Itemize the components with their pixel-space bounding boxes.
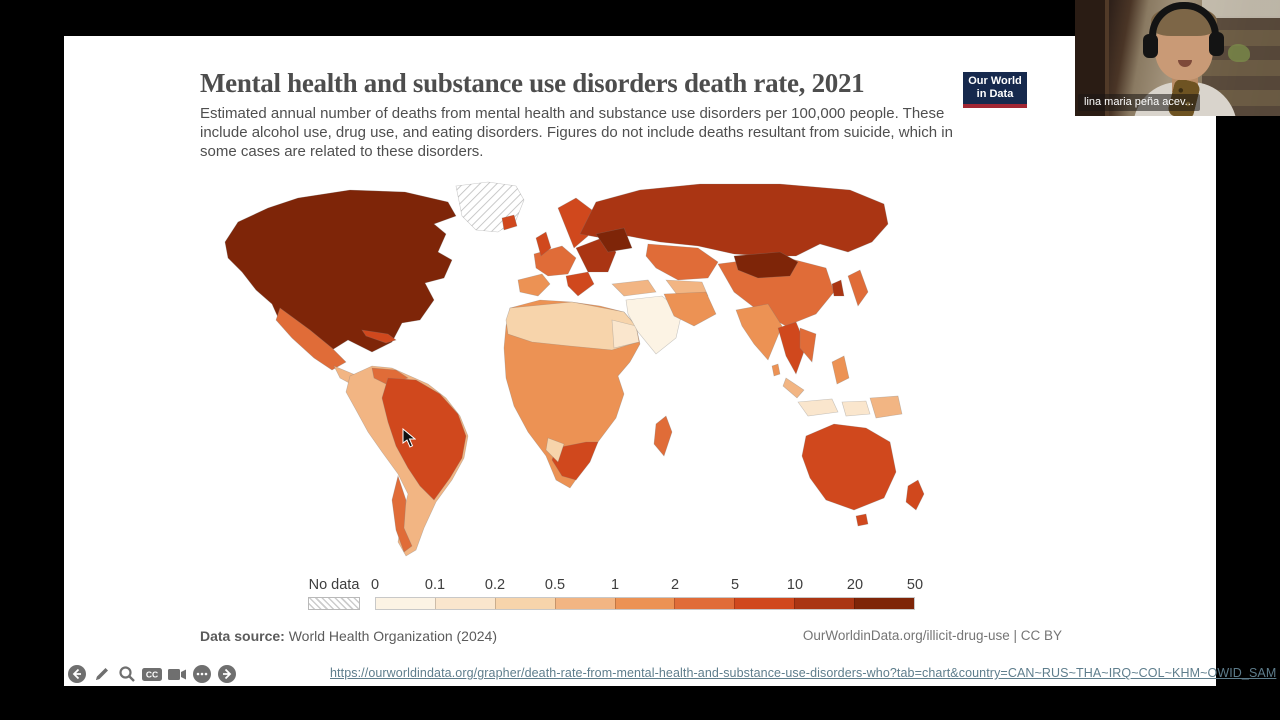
grapher-url-link[interactable]: https://ourworldindata.org/grapher/death… <box>330 666 1277 680</box>
legend-tick: 0.1 <box>424 577 446 593</box>
region-north-africa[interactable] <box>505 301 639 351</box>
camera-icon[interactable] <box>166 663 188 685</box>
region-iran[interactable] <box>663 291 717 327</box>
data-source: Data source: World Health Organization (… <box>200 628 497 644</box>
region-caribbean[interactable] <box>361 329 397 344</box>
region-iceland[interactable] <box>501 214 518 231</box>
legend-segment <box>434 598 495 609</box>
legend-tick: 0 <box>370 577 380 593</box>
region-papua-new-guinea[interactable] <box>869 395 903 419</box>
legend-tick: 5 <box>730 577 740 593</box>
svg-text:CC: CC <box>146 670 158 680</box>
region-north-america[interactable] <box>224 189 457 353</box>
footer-credit: OurWorldinData.org/illicit-drug-use | CC… <box>802 628 1062 643</box>
legend-tick: 0.2 <box>484 577 506 593</box>
shared-screen-panel: Mental health and substance use disorder… <box>64 36 1276 686</box>
region-japan[interactable] <box>847 269 869 307</box>
data-source-text: World Health Organization (2024) <box>284 628 497 644</box>
region-south-korea[interactable] <box>831 279 845 297</box>
region-chile[interactable] <box>391 474 413 553</box>
region-india[interactable] <box>735 303 783 361</box>
back-icon[interactable] <box>66 663 88 685</box>
region-sri-lanka[interactable] <box>771 363 781 377</box>
chart-subtitle: Estimated annual number of deaths from m… <box>200 105 953 161</box>
region-vietnam[interactable] <box>799 327 817 363</box>
closed-captions-icon[interactable]: CC <box>141 663 163 685</box>
region-indonesia-east[interactable] <box>841 400 871 417</box>
headphones-left-cup <box>1143 34 1158 58</box>
owid-logo-line1: Our World <box>968 75 1022 88</box>
participant-name-label: lina maria peña acev... <box>1078 94 1200 111</box>
region-new-zealand[interactable] <box>905 479 925 511</box>
legend-tick: 2 <box>670 577 680 593</box>
region-southern-africa[interactable] <box>551 441 599 481</box>
legend-segment <box>854 598 915 609</box>
region-philippines[interactable] <box>831 355 850 385</box>
region-malaysia[interactable] <box>782 377 805 399</box>
webcam-tile[interactable]: lina maria peña acev... <box>1075 0 1280 116</box>
region-central-asia[interactable] <box>665 279 709 297</box>
world-map-svg[interactable] <box>220 180 965 560</box>
legend-segment <box>376 598 435 609</box>
region-myanmar-thailand[interactable] <box>777 321 807 375</box>
legend-segment <box>494 598 555 609</box>
webcam-background-plant <box>1228 44 1250 62</box>
data-source-label: Data source: <box>200 628 285 644</box>
forward-icon[interactable] <box>216 663 238 685</box>
region-namibia[interactable] <box>545 437 565 463</box>
legend-no-data-label: No data <box>308 577 360 593</box>
region-italy-balkans[interactable] <box>565 271 595 297</box>
region-middle-east[interactable] <box>625 295 683 355</box>
bottom-toolbar: CC <box>66 662 238 686</box>
region-western-europe[interactable] <box>533 245 577 277</box>
legend-segment <box>734 598 795 609</box>
legend-tick: 10 <box>786 577 804 593</box>
region-uk[interactable] <box>535 231 552 257</box>
legend-tick: 20 <box>846 577 864 593</box>
legend-tick: 50 <box>906 577 924 593</box>
world-map[interactable] <box>220 180 965 560</box>
legend-tick: 0.5 <box>544 577 566 593</box>
region-scandinavia[interactable] <box>557 197 593 249</box>
region-brazil[interactable] <box>381 377 467 501</box>
region-russia[interactable] <box>579 183 889 257</box>
legend-no-data-swatch <box>308 597 360 610</box>
headphones-right-cup <box>1209 32 1224 56</box>
search-icon[interactable] <box>116 663 138 685</box>
region-kazakhstan[interactable] <box>645 243 719 281</box>
legend-segment <box>794 598 855 609</box>
owid-logo: Our World in Data <box>963 72 1027 108</box>
region-tasmania[interactable] <box>855 513 869 527</box>
legend-color-bar <box>375 597 915 610</box>
region-mexico[interactable] <box>275 307 347 371</box>
region-australia[interactable] <box>801 423 897 511</box>
draw-pencil-icon[interactable] <box>91 663 113 685</box>
region-mongolia[interactable] <box>733 251 799 279</box>
participant-mouth <box>1178 60 1192 67</box>
more-options-icon[interactable] <box>191 663 213 685</box>
legend-tick: 1 <box>610 577 620 593</box>
region-belarus-west-russia[interactable] <box>595 227 633 253</box>
region-iberia[interactable] <box>517 273 551 297</box>
mouse-cursor <box>402 428 416 448</box>
region-madagascar[interactable] <box>653 415 673 457</box>
region-turkey[interactable] <box>611 279 657 297</box>
owid-logo-line2: in Data <box>976 88 1014 100</box>
legend-segment <box>554 598 615 609</box>
region-indonesia-west[interactable] <box>797 398 839 417</box>
legend-segment <box>614 598 675 609</box>
page-title: Mental health and substance use disorder… <box>200 68 865 98</box>
legend-segment <box>674 598 735 609</box>
region-egypt[interactable] <box>611 319 640 349</box>
